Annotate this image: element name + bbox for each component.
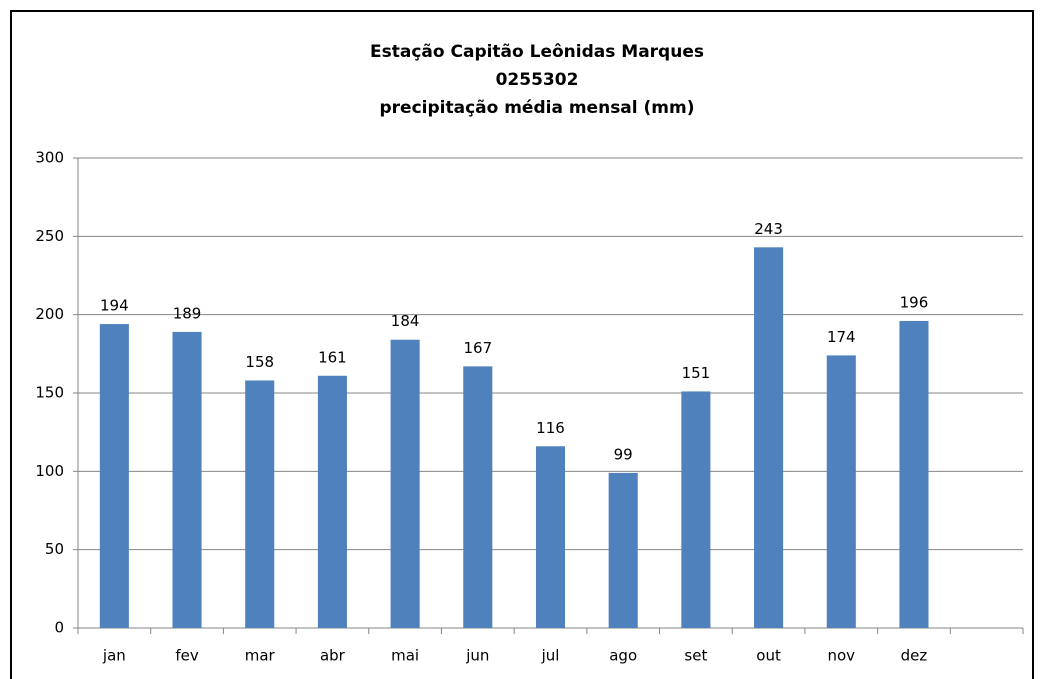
- x-tick-label: jun: [465, 647, 489, 665]
- chart-title: 0255302: [496, 70, 579, 90]
- data-label: 194: [100, 297, 129, 315]
- x-tick-label: fev: [175, 647, 199, 665]
- x-tick-label: jul: [541, 647, 560, 665]
- data-label: 167: [463, 339, 492, 357]
- data-label: 243: [754, 220, 783, 238]
- data-label: 161: [318, 348, 347, 366]
- chart-title: precipitação média mensal (mm): [379, 98, 694, 118]
- y-tick-label: 100: [35, 462, 64, 480]
- x-tick-label: out: [756, 647, 781, 665]
- x-tick-label: mar: [245, 647, 276, 665]
- bar: [245, 380, 275, 628]
- y-tick-label: 300: [35, 149, 64, 167]
- data-label: 189: [173, 304, 202, 322]
- y-tick-label: 50: [45, 540, 64, 558]
- data-label: 151: [682, 364, 711, 382]
- data-label: 99: [614, 445, 633, 463]
- x-tick-label: abr: [320, 647, 346, 665]
- x-tick-label: mai: [391, 647, 419, 665]
- x-tick-label: ago: [609, 647, 637, 665]
- bar: [535, 446, 566, 628]
- bar: [463, 366, 493, 628]
- bar: [899, 320, 929, 628]
- y-tick-label: 200: [35, 305, 64, 323]
- data-label: 116: [536, 419, 565, 437]
- x-tick-label: set: [684, 647, 707, 665]
- x-tick-label: dez: [901, 647, 928, 665]
- y-tick-label: 150: [35, 384, 64, 402]
- x-tick-label: nov: [827, 647, 855, 665]
- data-label: 158: [245, 353, 274, 371]
- bar: [826, 355, 856, 628]
- data-label: 184: [391, 312, 420, 330]
- bar: [390, 339, 420, 628]
- bar: [317, 375, 347, 628]
- bar: [681, 391, 711, 628]
- bar: [608, 472, 638, 628]
- bar: [99, 324, 129, 628]
- bar: [172, 331, 202, 628]
- y-tick-label: 250: [35, 227, 64, 245]
- chart-title: Estação Capitão Leônidas Marques: [370, 42, 704, 62]
- data-label: 174: [827, 328, 856, 346]
- data-label: 196: [900, 293, 929, 311]
- y-tick-label: 0: [54, 619, 64, 637]
- x-tick-label: jan: [102, 647, 126, 665]
- bar: [754, 247, 784, 629]
